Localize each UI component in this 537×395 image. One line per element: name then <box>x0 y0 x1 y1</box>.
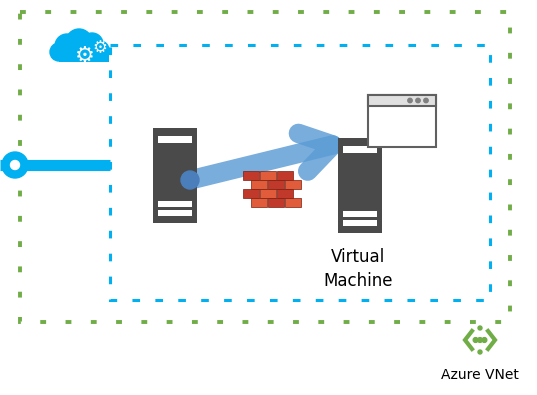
Bar <box>259 171 275 180</box>
Bar <box>153 128 197 222</box>
Bar <box>158 201 192 207</box>
Bar <box>277 189 293 198</box>
Bar <box>158 209 192 216</box>
Bar <box>368 95 436 106</box>
Circle shape <box>91 41 109 59</box>
Bar <box>243 171 258 180</box>
Circle shape <box>416 98 420 103</box>
Text: Virtual
Machine: Virtual Machine <box>323 248 393 290</box>
Circle shape <box>2 152 28 178</box>
Bar <box>250 198 266 207</box>
Bar <box>277 171 293 180</box>
Bar <box>20 12 510 322</box>
Circle shape <box>81 33 103 55</box>
Text: Azure VNet: Azure VNet <box>441 368 519 382</box>
Circle shape <box>181 171 199 189</box>
Bar <box>59 52 109 62</box>
Bar <box>259 189 275 198</box>
Circle shape <box>408 98 412 103</box>
Circle shape <box>50 43 68 61</box>
Circle shape <box>478 350 482 354</box>
Bar <box>250 180 266 189</box>
Bar <box>285 198 301 207</box>
Bar <box>338 137 382 233</box>
Circle shape <box>482 338 487 342</box>
Circle shape <box>66 29 92 55</box>
Bar <box>243 189 258 198</box>
Circle shape <box>478 326 482 330</box>
Bar <box>368 95 436 147</box>
Bar <box>285 180 301 189</box>
Bar <box>343 145 377 152</box>
Bar <box>158 135 192 143</box>
FancyArrowPatch shape <box>193 134 333 179</box>
Circle shape <box>477 338 482 342</box>
Bar <box>343 220 377 226</box>
Circle shape <box>424 98 428 103</box>
Text: ⚙: ⚙ <box>92 39 107 57</box>
Bar <box>110 45 490 300</box>
Text: ⚙: ⚙ <box>75 46 95 66</box>
Bar <box>343 211 377 216</box>
Circle shape <box>473 338 478 342</box>
Bar <box>267 180 284 189</box>
Circle shape <box>55 34 79 58</box>
Bar <box>267 198 284 207</box>
Circle shape <box>11 160 19 169</box>
